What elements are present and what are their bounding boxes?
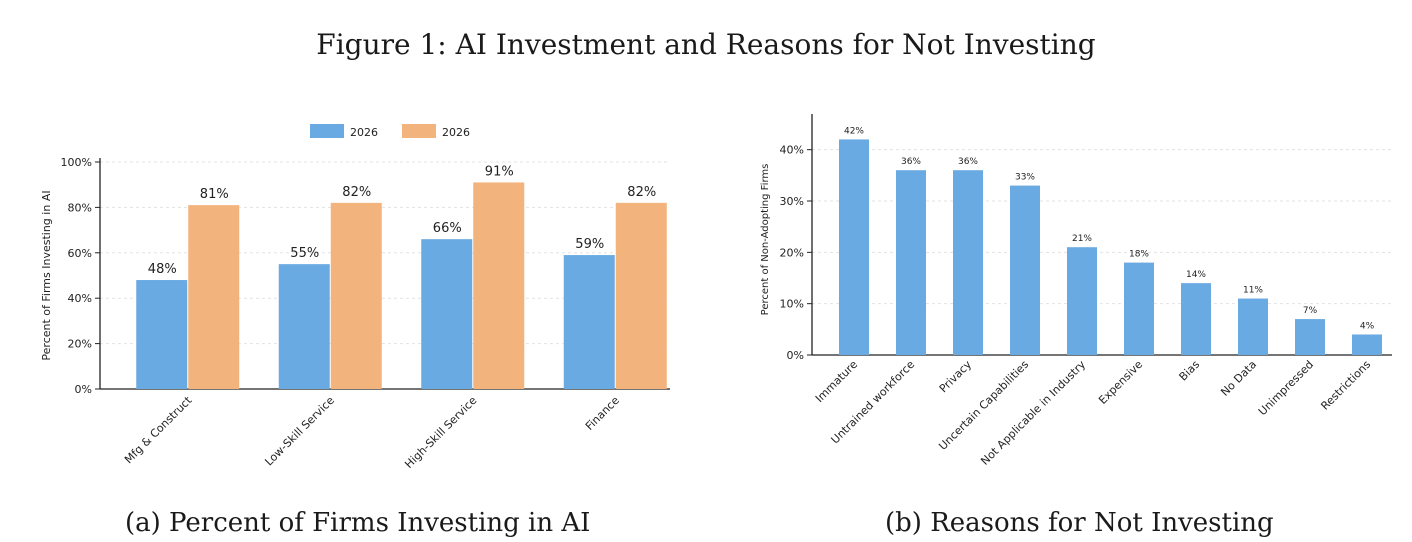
b-bar-value-label: 33%	[1015, 173, 1035, 183]
b-xtick-label: Unimpressed	[1256, 358, 1316, 418]
b-bar	[1352, 334, 1382, 355]
b-bar	[1010, 185, 1040, 355]
a-legend-label: 2026	[350, 126, 378, 139]
b-bar-value-label: 4%	[1360, 321, 1375, 331]
b-bar	[953, 170, 983, 355]
b-xtick-label: Privacy	[937, 358, 975, 396]
b-y-axis-label: Percent of Non-Adopting Firms	[760, 164, 771, 316]
b-xtick-label: Not Applicable in Industry	[978, 358, 1088, 468]
b-bar	[896, 170, 926, 355]
a-bar	[188, 205, 240, 389]
b-bar-value-label: 18%	[1129, 250, 1149, 260]
b-bar-value-label: 14%	[1186, 270, 1206, 280]
a-bar-value-label: 55%	[290, 246, 319, 261]
b-xtick-label: Expensive	[1096, 358, 1145, 407]
a-bar-value-label: 82%	[627, 185, 656, 200]
a-xtick-label: High-Skill Service	[402, 394, 479, 471]
a-ytick-label: 60%	[68, 247, 92, 260]
b-ytick-label: 10%	[780, 298, 804, 311]
b-ytick-label: 0%	[787, 349, 804, 362]
a-bar-value-label: 59%	[575, 237, 604, 252]
a-xtick-label: Mfg & Construct	[122, 393, 195, 466]
b-bar-value-label: 21%	[1072, 234, 1092, 244]
b-bar-value-label: 36%	[901, 157, 921, 167]
a-ytick-label: 80%	[68, 201, 92, 214]
caption-a: (a) Percent of Firms Investing in AI	[125, 508, 591, 538]
b-xtick-label: Restrictions	[1318, 358, 1373, 413]
a-bar-value-label: 82%	[342, 185, 371, 200]
b-xtick-label: No Data	[1218, 358, 1259, 399]
b-bar-value-label: 7%	[1303, 306, 1318, 316]
b-bar	[1238, 298, 1268, 355]
b-bar	[1181, 283, 1211, 355]
a-bar	[136, 280, 188, 389]
b-ytick-label: 40%	[780, 144, 804, 157]
a-bar	[473, 182, 525, 389]
a-legend-label: 2026	[442, 126, 470, 139]
b-xtick-label: Bias	[1177, 358, 1203, 384]
b-bar	[839, 139, 869, 355]
a-bar-value-label: 81%	[200, 187, 229, 202]
b-bar	[1295, 319, 1325, 355]
b-bar-value-label: 36%	[958, 157, 978, 167]
a-xtick-label: Finance	[583, 394, 622, 433]
a-ytick-label: 40%	[68, 292, 92, 305]
a-bar-value-label: 66%	[433, 221, 462, 236]
a-legend-swatch	[310, 124, 344, 138]
a-xtick-label: Low-Skill Service	[262, 394, 337, 469]
a-bar-value-label: 91%	[485, 164, 514, 179]
a-bar	[563, 255, 615, 389]
a-ytick-label: 20%	[68, 338, 92, 351]
a-y-axis-label: Percent of Firms Investing in AI	[40, 190, 53, 360]
b-xtick-label: Immature	[813, 358, 860, 405]
a-legend-swatch	[402, 124, 436, 138]
a-bar	[278, 264, 330, 389]
b-ytick-label: 30%	[780, 195, 804, 208]
a-bar	[330, 202, 382, 389]
a-bar	[421, 239, 473, 389]
a-ytick-label: 0%	[75, 383, 92, 396]
b-bar-value-label: 11%	[1243, 286, 1263, 296]
a-bar-value-label: 48%	[148, 262, 177, 277]
a-ytick-label: 100%	[61, 156, 92, 169]
b-ytick-label: 20%	[780, 246, 804, 259]
b-bar	[1067, 247, 1097, 355]
figure-title: Figure 1: AI Investment and Reasons for …	[316, 28, 1096, 61]
b-bar	[1124, 262, 1154, 355]
caption-b: (b) Reasons for Not Investing	[885, 508, 1274, 538]
b-bar-value-label: 42%	[844, 126, 864, 136]
a-bar	[615, 202, 667, 389]
